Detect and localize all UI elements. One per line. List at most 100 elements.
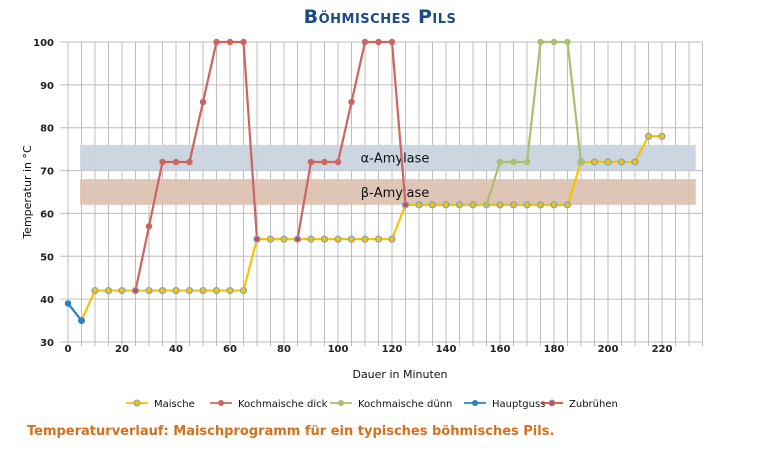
x-tick-label: 220: [652, 344, 673, 355]
band-label: β-Amylase: [361, 186, 430, 201]
data-point: [334, 235, 342, 243]
data-point: [361, 38, 369, 46]
data-point: [442, 201, 450, 209]
data-point: [199, 98, 207, 106]
legend-marker: [218, 400, 224, 406]
data-point: [226, 38, 234, 46]
x-axis-label: Dauer in Minuten: [352, 368, 447, 381]
data-point: [469, 201, 477, 209]
chart-title: Böhmisches Pils: [303, 6, 457, 28]
x-tick-label: 200: [598, 344, 619, 355]
data-point: [266, 235, 275, 243]
data-point: [320, 235, 329, 243]
legend-label: Hauptguss: [492, 399, 545, 410]
data-point: [361, 235, 369, 243]
data-point: [293, 235, 302, 243]
legend-marker: [548, 399, 556, 407]
x-tick-label: 140: [436, 344, 457, 355]
data-point: [483, 201, 490, 209]
legend-label: Zubrühen: [569, 399, 618, 410]
data-point: [455, 201, 464, 209]
data-point: [375, 38, 382, 46]
data-point: [307, 158, 315, 166]
data-point: [496, 201, 504, 209]
y-tick-label: 30: [40, 338, 54, 349]
data-point: [239, 286, 248, 295]
data-point: [564, 38, 571, 46]
data-point: [186, 158, 193, 166]
data-point: [536, 201, 545, 209]
y-tick-label: 80: [40, 124, 54, 135]
data-point: [172, 286, 180, 295]
y-tick-label: 70: [40, 167, 54, 178]
data-point: [348, 98, 355, 106]
x-tick-label: 100: [328, 344, 349, 355]
legend-label: Kochmaische dick: [238, 399, 328, 410]
data-point: [145, 286, 153, 295]
data-point: [415, 201, 423, 209]
data-point: [523, 201, 531, 209]
data-point: [78, 317, 85, 324]
y-tick-label: 100: [33, 38, 54, 49]
band-1: [80, 179, 696, 205]
data-point: [428, 201, 437, 209]
data-point: [658, 132, 666, 140]
data-point: [307, 235, 315, 243]
data-point: [550, 201, 558, 209]
y-tick-label: 60: [40, 209, 54, 220]
data-point: [347, 235, 356, 243]
data-point: [172, 158, 180, 166]
band-0: [80, 144, 696, 171]
data-point: [185, 286, 194, 295]
band-label: α-Amylase: [361, 152, 430, 167]
x-tick-label: 0: [65, 344, 72, 355]
data-point: [159, 158, 166, 166]
x-tick-label: 60: [223, 344, 237, 355]
series-line-hauptguss: [67, 302, 83, 322]
data-point: [64, 300, 72, 307]
data-point: [388, 235, 396, 243]
data-point: [280, 235, 288, 243]
y-tick-label: 40: [40, 295, 54, 306]
y-tick-label: 90: [40, 81, 54, 92]
data-point: [510, 158, 517, 166]
data-point: [523, 158, 531, 166]
data-point: [158, 286, 167, 295]
y-tick-label: 50: [40, 252, 54, 263]
x-tick-label: 80: [277, 344, 291, 355]
data-point: [374, 235, 383, 243]
data-point: [226, 286, 234, 295]
data-point: [321, 158, 328, 166]
legend-marker: [472, 400, 478, 406]
x-tick-label: 160: [490, 344, 511, 355]
legend-label: Maische: [154, 399, 195, 410]
legend-marker: [338, 400, 344, 406]
data-point: [509, 201, 518, 209]
figure-caption: Temperaturverlauf: Maischprogramm für ei…: [27, 424, 555, 439]
data-point: [604, 158, 612, 166]
data-point: [537, 38, 544, 46]
x-tick-label: 20: [115, 344, 129, 355]
data-point: [631, 158, 639, 166]
series-line-kochmaische-dick: [134, 40, 259, 291]
data-point: [213, 38, 220, 46]
data-point: [131, 286, 140, 295]
data-point: [145, 223, 153, 230]
data-point: [91, 286, 99, 295]
data-point: [563, 201, 572, 209]
data-point: [617, 158, 626, 166]
data-point: [104, 286, 113, 295]
legend-marker: [133, 399, 141, 407]
data-point: [334, 158, 342, 166]
data-point: [240, 38, 247, 46]
x-tick-label: 180: [544, 344, 565, 355]
data-point: [550, 38, 558, 46]
data-point: [212, 286, 221, 295]
data-point: [199, 286, 207, 295]
data-point: [590, 158, 599, 166]
x-tick-label: 40: [169, 344, 183, 355]
data-point: [388, 38, 396, 46]
data-point: [577, 158, 585, 166]
